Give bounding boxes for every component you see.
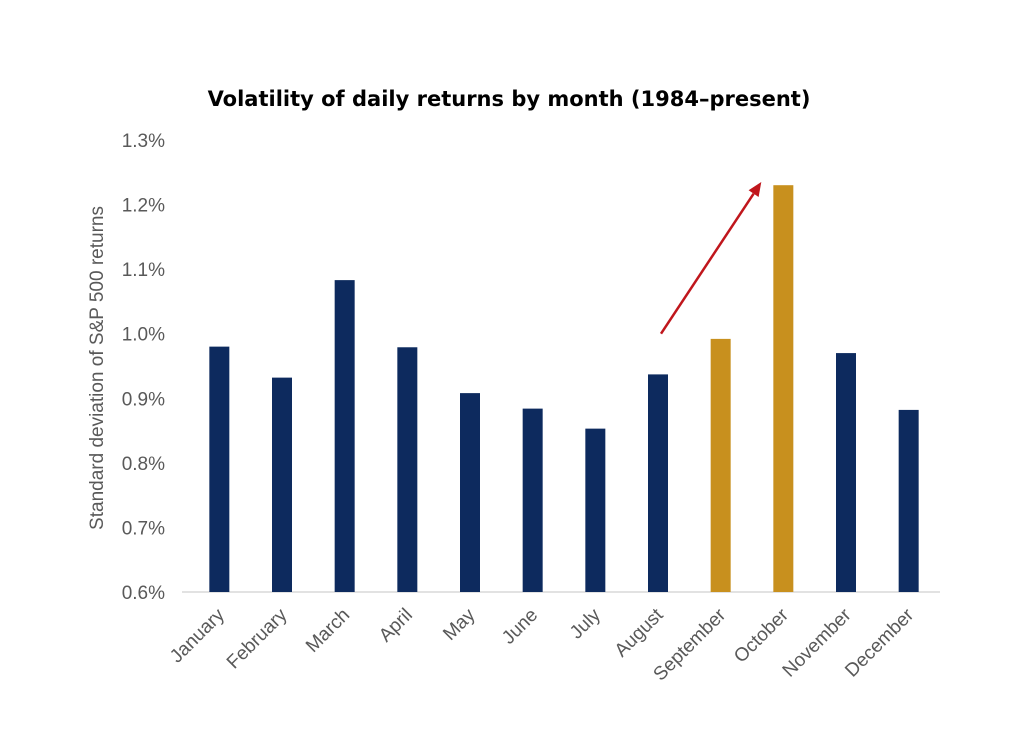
x-tick-label: December — [841, 604, 918, 681]
bar-november — [836, 353, 856, 592]
x-tick-label: April — [375, 605, 417, 647]
bar-september — [710, 338, 731, 592]
bar-january — [209, 346, 230, 592]
y-tick-label: 1.3% — [122, 131, 165, 152]
x-tick-label: February — [223, 604, 292, 673]
y-tick-label: 0.9% — [122, 389, 165, 410]
bar-may — [460, 393, 480, 592]
bar-october — [773, 185, 794, 592]
y-tick-label: 0.7% — [122, 518, 165, 539]
x-tick-label: October — [730, 604, 793, 667]
bar-march — [334, 280, 355, 592]
bar-june — [522, 408, 543, 592]
y-tick-label: 1.2% — [122, 196, 165, 217]
bar-december — [898, 409, 919, 592]
annotation-arrow-head — [748, 182, 762, 197]
bar-august — [648, 374, 668, 592]
bar-february — [272, 377, 292, 592]
bar-july — [585, 428, 606, 592]
y-tick-label: 1.1% — [122, 260, 165, 281]
bars-group — [209, 185, 919, 592]
y-tick-label: 0.8% — [122, 454, 165, 475]
y-axis-ticks: 0.6% 0.7% 0.8% 0.9% 1.0% 1.1% 1.2% 1.3% — [122, 131, 165, 604]
y-tick-label: 0.6% — [122, 583, 165, 604]
x-tick-label: August — [611, 604, 668, 661]
chart-title: Volatility of daily returns by month (19… — [208, 87, 811, 111]
x-tick-label: March — [302, 605, 354, 657]
y-tick-label: 1.0% — [122, 325, 165, 346]
x-tick-label: May — [439, 604, 480, 645]
x-tick-label: June — [498, 605, 542, 649]
x-tick-label: January — [166, 604, 229, 667]
y-axis-title: Standard deviation of S&P 500 returns — [87, 206, 108, 530]
x-tick-label: July — [566, 604, 605, 643]
annotations — [659, 182, 762, 335]
bar-april — [397, 347, 418, 592]
annotation-arrow-line — [659, 192, 755, 335]
